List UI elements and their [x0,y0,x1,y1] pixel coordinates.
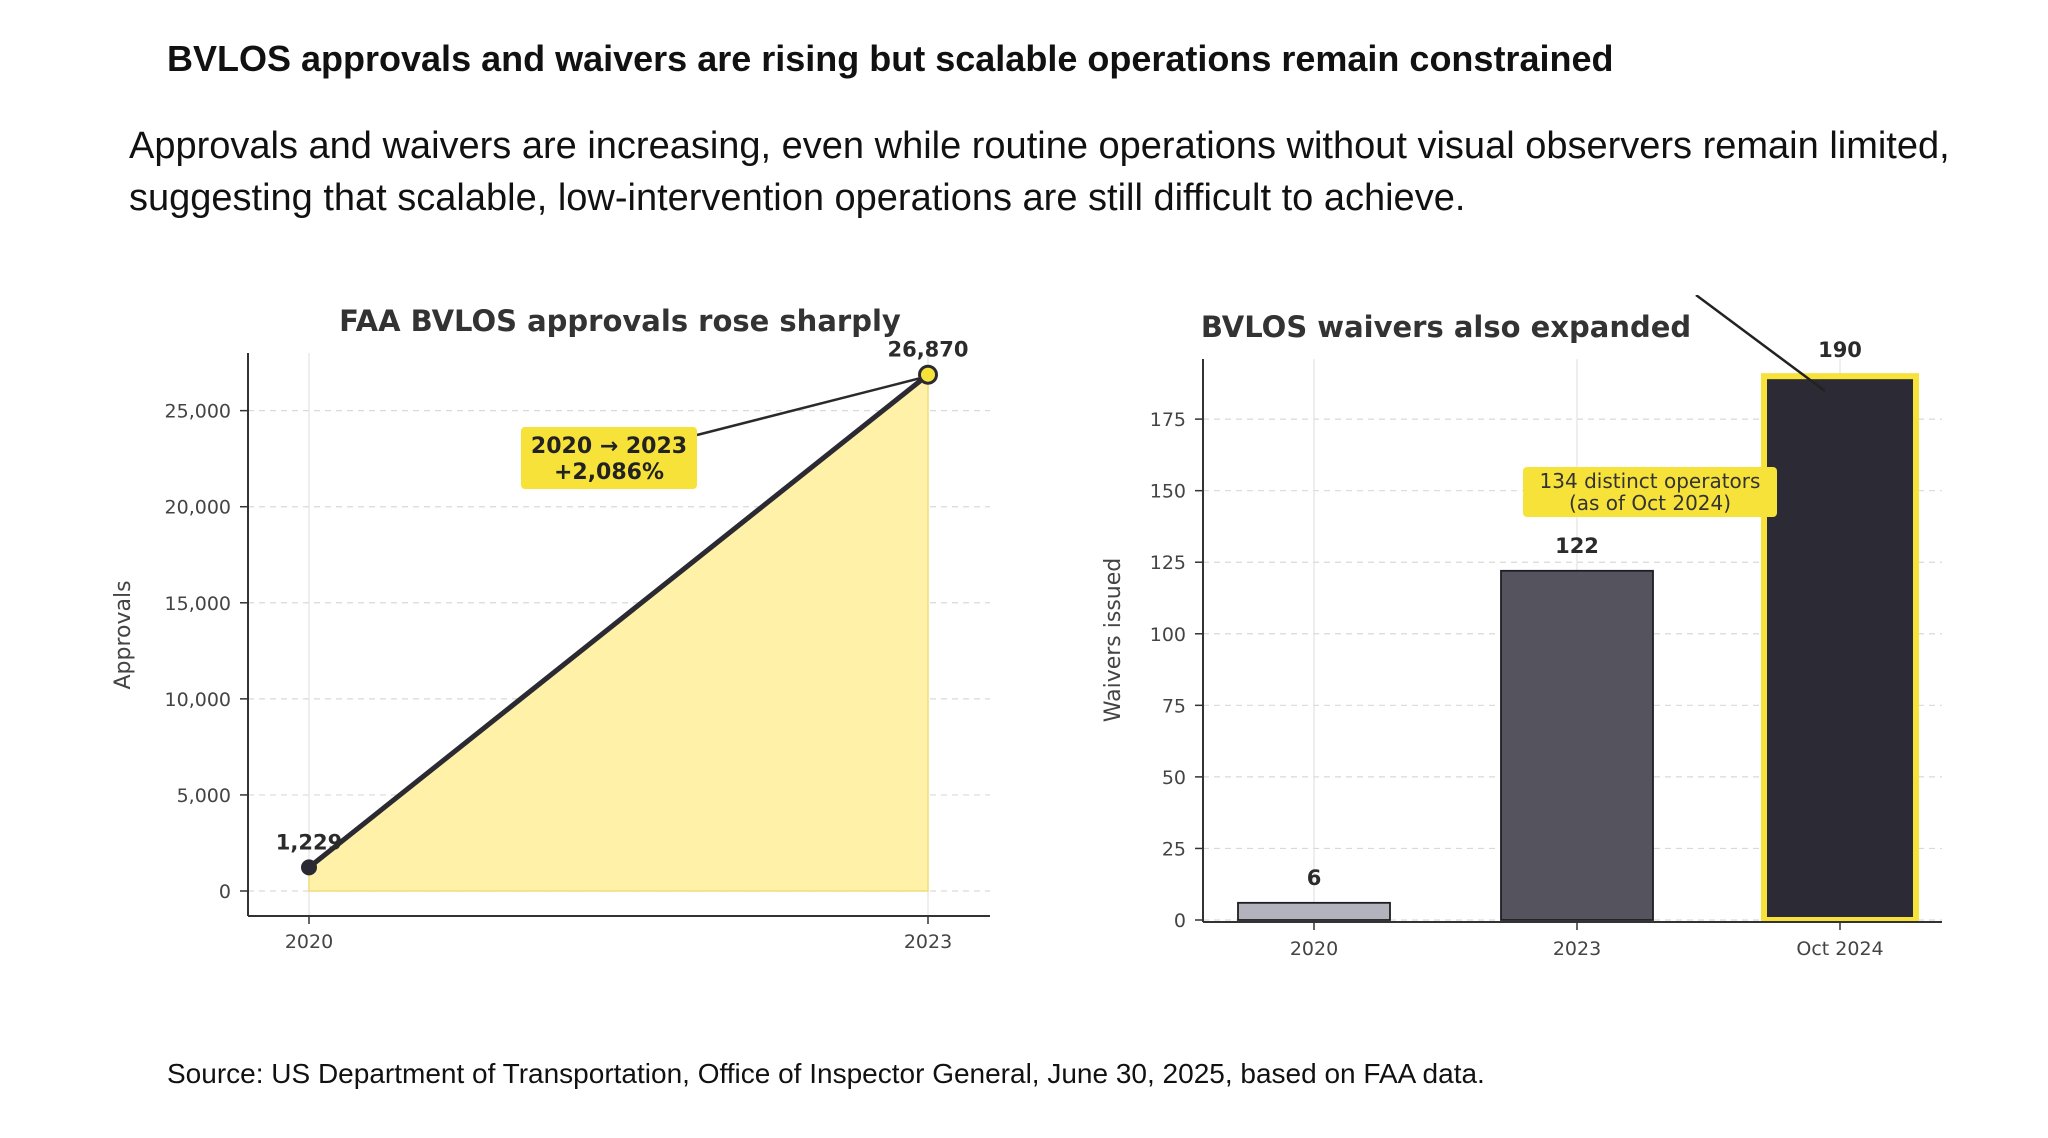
waivers-y-tick-label: 125 [1150,552,1186,574]
approvals-chart-title: FAA BVLOS approvals rose sharply [339,304,901,338]
waivers-annotation-line1: 134 distinct operators [1540,469,1761,493]
approvals-annotation-line1: 2020 → 2023 [531,434,687,459]
approvals-data-label: 26,870 [887,338,968,362]
waivers-y-tick-label: 75 [1162,695,1186,717]
approvals-y-tick-label: 10,000 [165,689,231,711]
waivers-data-label: 190 [1818,338,1862,362]
slide-title: BVLOS approvals and waivers are rising b… [167,38,1614,79]
waivers-y-axis-label: Waivers issued [1101,558,1126,722]
waivers-annotation-line2: (as of Oct 2024) [1569,491,1731,515]
waivers-annotation-arrow [1695,295,1826,393]
waivers-x-ticks: 2020 2023 Oct 2024 [1290,922,1884,960]
waivers-chart-title: BVLOS waivers also expanded [1201,310,1691,344]
approvals-y-tick-label: 25,000 [165,401,231,423]
waivers-annotation-box: 134 distinct operators (as of Oct 2024) [1523,467,1777,517]
approvals-data-label: 1,229 [276,830,342,854]
approvals-data-labels: 1,229 26,870 [276,338,969,855]
approvals-y-tick-label: 0 [219,881,231,903]
approvals-annotation-box: 2020 → 2023 +2,086% [521,427,697,489]
waivers-y-tick-label: 0 [1174,910,1186,932]
waivers-data-label: 122 [1555,534,1599,558]
approvals-point-2020 [301,859,317,876]
waivers-y-tick-label: 25 [1162,838,1186,860]
approvals-point-2023 [918,364,938,385]
approvals-x-tick-label: 2020 [285,931,333,953]
approvals-y-axis-label: Approvals [111,580,136,689]
approvals-x-tick-label: 2023 [904,931,952,953]
waivers-bars [1237,373,1919,924]
approvals-y-ticks: 0 5,000 10,000 15,000 20,000 25,000 [165,401,248,903]
waivers-x-tick-label: Oct 2024 [1796,938,1883,960]
waivers-y-tick-label: 100 [1150,624,1186,646]
approvals-y-tick-label: 15,000 [165,593,231,615]
approvals-y-tick-label: 20,000 [165,497,231,519]
approvals-x-ticks: 2020 2023 [285,916,952,953]
approvals-points [301,364,938,876]
waivers-data-label: 6 [1307,866,1322,890]
waivers-x-tick-label: 2020 [1290,938,1338,960]
waivers-y-tick-label: 175 [1150,409,1186,431]
waivers-chart: BVLOS waivers also expanded 0 25 50 75 100 12… [1101,295,1942,960]
approvals-annotation-arrow [696,376,923,437]
approvals-line [307,372,930,870]
waivers-y-tick-label: 50 [1162,767,1186,789]
waivers-x-tick-label: 2023 [1553,938,1601,960]
waivers-bar [1237,901,1391,921]
waivers-annotation-bg [1523,467,1777,517]
source-note: Source: US Department of Transportation,… [167,1058,1485,1089]
waivers-bar [1761,373,1919,924]
approvals-chart: FAA BVLOS approvals rose sharply 0 5,000 1… [111,304,990,953]
waivers-data-labels: 6 122 190 [1307,338,1862,890]
approvals-y-tick-label: 5,000 [177,785,231,807]
approvals-annotation-line2: +2,086% [554,460,664,485]
waivers-y-ticks: 0 25 50 75 100 125 150 175 [1150,409,1203,932]
approvals-annotation-bg [521,427,697,489]
slide-subtitle: Approvals and waivers are increasing, ev… [129,125,1950,219]
waivers-y-tick-label: 150 [1150,481,1186,503]
waivers-bar [1500,569,1654,921]
